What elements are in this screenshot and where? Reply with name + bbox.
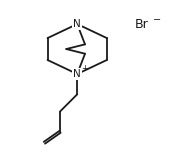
- Text: +: +: [82, 64, 89, 73]
- Text: N: N: [73, 69, 81, 79]
- Text: N: N: [73, 19, 81, 29]
- Text: −: −: [153, 15, 161, 25]
- Text: Br: Br: [135, 17, 149, 31]
